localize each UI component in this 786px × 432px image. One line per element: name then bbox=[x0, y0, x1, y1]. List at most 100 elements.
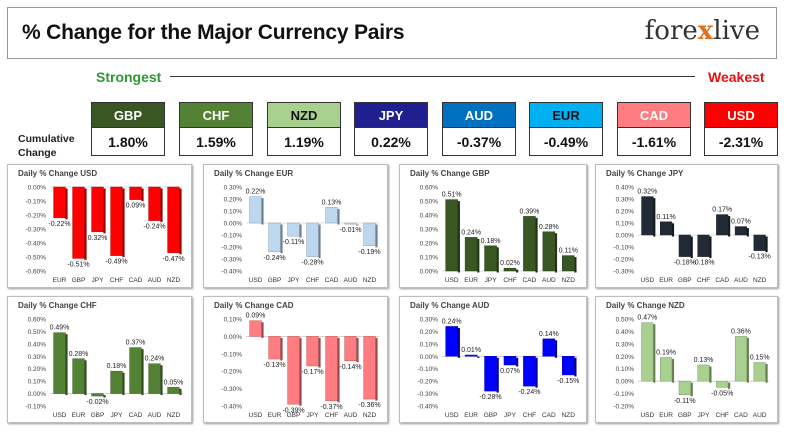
bar-group bbox=[753, 234, 768, 253]
bar-side bbox=[535, 357, 538, 388]
bar-chart: 0.50% 0.40% 0.30% 0.20% 0.10% 0.00% -0.10% -0.2… bbox=[613, 315, 769, 419]
data-label: -0.13% bbox=[263, 362, 285, 369]
x-category-label: NZD bbox=[167, 412, 181, 419]
tile-cumulative-value: -0.49% bbox=[529, 128, 603, 156]
bar-group bbox=[660, 221, 675, 237]
y-tick-label: -0.30% bbox=[613, 269, 634, 276]
chart-title: Daily % Change EUR bbox=[214, 169, 294, 178]
x-category-label: USD bbox=[640, 277, 654, 284]
y-tick-label: 0.30% bbox=[420, 317, 439, 324]
chart-panel-aud: Daily % Change AUD 0.30% 0.20% 0.10% 0.00% -0… bbox=[399, 296, 587, 423]
bar-side bbox=[299, 224, 302, 238]
data-label: 0.22% bbox=[246, 189, 266, 196]
bar-group bbox=[523, 356, 538, 388]
bar-group bbox=[734, 226, 749, 237]
bar bbox=[72, 186, 85, 259]
x-category-label: AUD bbox=[542, 277, 556, 284]
chart-title: Daily % Change JPY bbox=[606, 169, 684, 178]
y-tick-label: -0.10% bbox=[221, 351, 242, 358]
x-category-label: GBP bbox=[484, 412, 498, 419]
y-tick-label: -0.30% bbox=[221, 257, 242, 264]
bar-side bbox=[318, 337, 321, 368]
bar bbox=[344, 336, 357, 362]
y-tick-label: 0.10% bbox=[224, 317, 243, 324]
y-tick-label: -0.10% bbox=[613, 391, 634, 398]
chart-title: Daily % Change USD bbox=[18, 169, 98, 178]
bar-side bbox=[765, 364, 768, 383]
bar bbox=[445, 326, 458, 357]
x-category-label: CHF bbox=[325, 412, 338, 419]
bar-group bbox=[129, 186, 144, 202]
bar bbox=[325, 207, 338, 224]
bar-group bbox=[344, 222, 359, 226]
bar bbox=[148, 186, 161, 221]
x-category-label: GBP bbox=[678, 277, 692, 284]
x-category-label: AUD bbox=[734, 277, 748, 284]
bar-group bbox=[325, 336, 340, 403]
x-category-label: JPY bbox=[504, 412, 517, 419]
x-category-label: USD bbox=[249, 277, 263, 284]
bar bbox=[287, 336, 300, 405]
tile-currency-name: CAD bbox=[617, 102, 691, 128]
bar-group bbox=[91, 393, 106, 398]
bar-side bbox=[160, 188, 163, 223]
bar-side bbox=[318, 224, 321, 259]
data-label: -0.28% bbox=[301, 260, 323, 267]
bar-side bbox=[457, 201, 460, 273]
y-tick-label: 0.20% bbox=[420, 241, 439, 248]
bar bbox=[678, 234, 691, 257]
x-category-label: USD bbox=[53, 412, 67, 419]
x-category-label: CHF bbox=[110, 277, 123, 284]
y-tick-label: 0.00% bbox=[616, 233, 635, 240]
bar-group bbox=[268, 222, 283, 254]
x-category-label: USD bbox=[445, 412, 459, 419]
y-tick-label: 0.30% bbox=[420, 227, 439, 234]
bar-side bbox=[746, 337, 749, 383]
data-label: -0.17% bbox=[301, 369, 323, 376]
x-category-label: GBP bbox=[678, 412, 692, 419]
data-label: 0.51% bbox=[442, 192, 462, 199]
x-category-label: CAD bbox=[129, 412, 143, 419]
bar bbox=[249, 196, 262, 224]
data-label: -0.15% bbox=[557, 378, 579, 385]
y-tick-label: -0.40% bbox=[417, 404, 438, 411]
bar bbox=[91, 186, 104, 233]
bar-chart: 0.30% 0.20% 0.10% 0.00% -0.10% -0.20% -0.30% -0… bbox=[221, 185, 380, 285]
tile-cumulative-value: 1.59% bbox=[179, 128, 253, 156]
bar-group bbox=[287, 336, 302, 406]
header-banner: % Change for the Major Currency Pairs fo… bbox=[7, 7, 777, 59]
y-tick-label: 0.30% bbox=[224, 185, 243, 192]
x-category-label: GBP bbox=[287, 412, 301, 419]
bar bbox=[287, 222, 300, 237]
x-category-label: NZD bbox=[363, 277, 377, 284]
chart-title: Daily % Change AUD bbox=[410, 301, 490, 310]
bar bbox=[72, 358, 85, 394]
data-label: 0.24% bbox=[461, 229, 481, 236]
bar-group bbox=[678, 380, 693, 397]
bar bbox=[306, 336, 319, 367]
bar-side bbox=[477, 356, 480, 358]
bar bbox=[129, 347, 142, 394]
bar bbox=[734, 336, 747, 382]
y-tick-label: -0.60% bbox=[25, 269, 46, 276]
data-label: 0.14% bbox=[539, 331, 559, 338]
bar bbox=[660, 221, 673, 236]
data-label: 0.18% bbox=[481, 238, 501, 245]
bar-side bbox=[65, 334, 68, 396]
x-category-label: NZD bbox=[562, 277, 576, 284]
chart-panel-cad: Daily % Change CAD 0.10% 0.00% -0.10% -0.20%… bbox=[203, 296, 388, 423]
bar bbox=[542, 338, 556, 357]
data-label: 0.28% bbox=[539, 224, 559, 231]
bar-side bbox=[375, 224, 378, 248]
x-category-label: EUR bbox=[659, 277, 673, 284]
data-label: -0.22% bbox=[48, 221, 70, 228]
bar-group bbox=[734, 336, 749, 383]
bar-group bbox=[129, 347, 144, 396]
y-tick-label: 0.10% bbox=[616, 366, 635, 373]
y-tick-label: -0.40% bbox=[221, 404, 242, 411]
y-tick-label: 0.50% bbox=[420, 199, 439, 206]
y-tick-label: -0.40% bbox=[221, 269, 242, 276]
x-category-label: JPY bbox=[92, 277, 105, 284]
bar-side bbox=[746, 228, 749, 237]
data-label: -0.01% bbox=[339, 227, 361, 234]
